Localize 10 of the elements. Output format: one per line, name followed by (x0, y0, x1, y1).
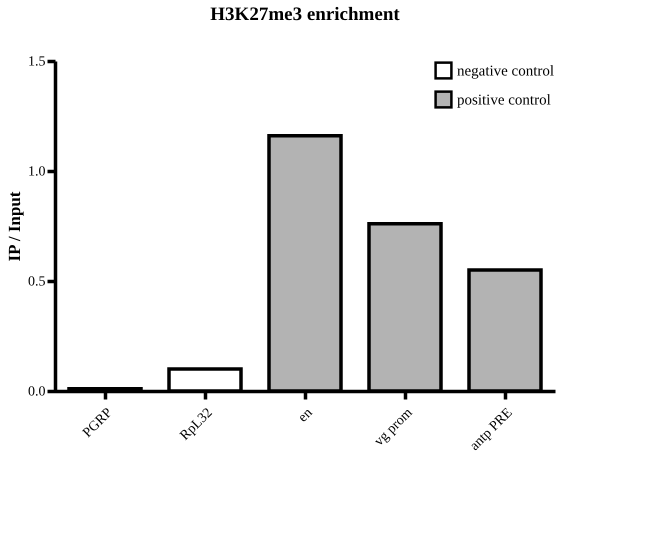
y-axis-title: IP / Input (5, 191, 24, 262)
y-tick-label: 0.0 (28, 384, 46, 400)
chart-title: H3K27me3 enrichment (210, 4, 400, 25)
x-tick-label: en (296, 406, 316, 426)
legend-label: positive control (457, 92, 551, 108)
y-tick-label: 1.5 (28, 54, 46, 70)
y-tick-label: 0.5 (28, 274, 46, 290)
legend-label: negative control (457, 64, 554, 80)
y-tick-label: 1.0 (28, 164, 46, 180)
x-tick-label: antp PRE (467, 406, 516, 454)
